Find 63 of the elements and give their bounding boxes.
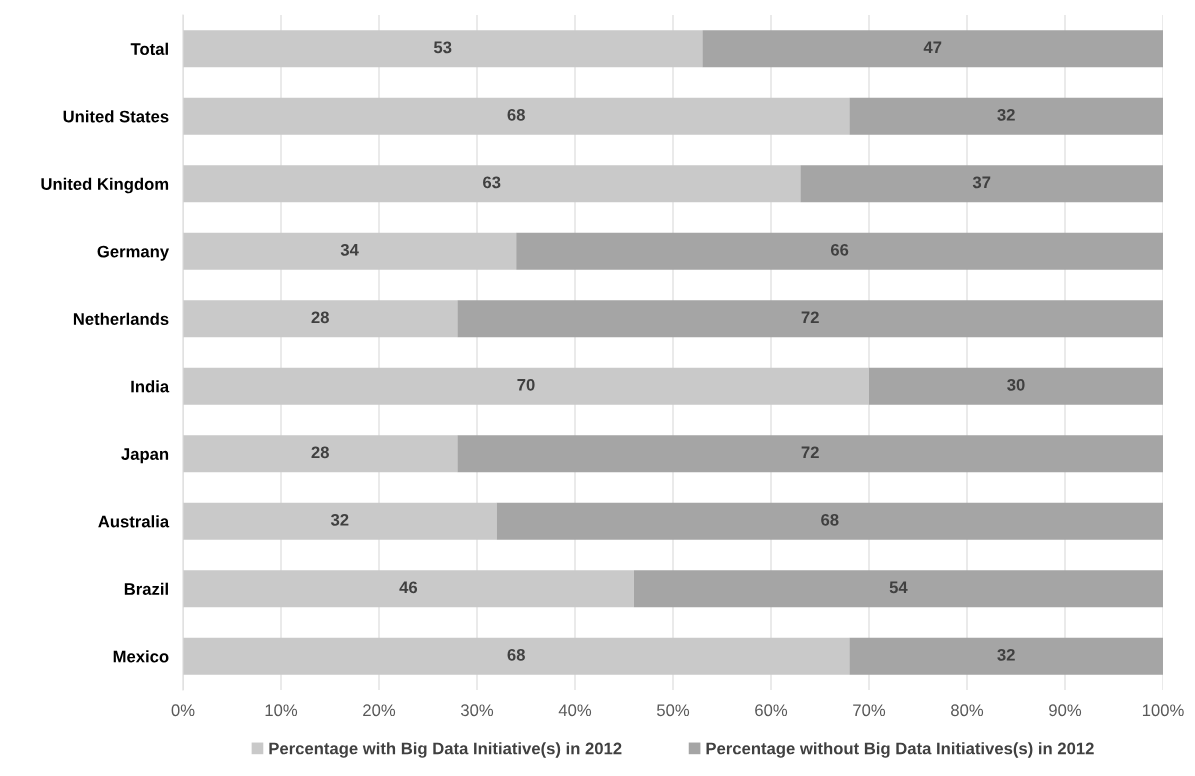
data-label: 72 <box>801 311 819 324</box>
bar <box>183 30 703 68</box>
bar <box>849 637 1163 675</box>
bar <box>183 232 517 270</box>
data-label: 72 <box>801 446 819 459</box>
data-label: 70 <box>517 378 535 391</box>
data-label: 53 <box>433 41 452 54</box>
legend-label: Percentage without Big Data Initiatives(s) in 2012 <box>706 742 1094 758</box>
data-label: 63 <box>483 176 501 189</box>
x-tick-label: 90% <box>1049 704 1082 717</box>
data-label: 30 <box>1007 378 1025 391</box>
bar <box>516 232 1163 270</box>
data-label: 68 <box>821 513 839 526</box>
bar <box>183 165 801 203</box>
legend-label: Percentage with Big Data Initiative(s) in 2012 <box>269 742 622 758</box>
y-tick-label: United Kingdom <box>41 177 169 194</box>
x-tick-label: 70% <box>853 704 886 717</box>
bar <box>849 97 1163 135</box>
bar <box>183 502 497 540</box>
y-tick-label: Mexico <box>113 650 169 663</box>
bar <box>183 300 458 338</box>
bar <box>183 367 869 405</box>
data-label: 34 <box>340 243 359 256</box>
bar <box>183 570 634 608</box>
y-tick-label: United States <box>63 110 169 123</box>
x-tick-label: 20% <box>363 704 396 717</box>
data-label: 28 <box>311 311 329 324</box>
data-label: 68 <box>507 108 525 121</box>
data-label: 47 <box>923 41 942 54</box>
bar <box>496 502 1163 540</box>
x-tick-label: 40% <box>558 704 592 717</box>
x-tick-label: 50% <box>656 704 690 717</box>
bar <box>183 97 850 135</box>
y-tick-label: Total <box>130 42 168 55</box>
bar <box>457 435 1163 473</box>
data-label: 37 <box>972 176 991 189</box>
bar <box>702 30 1163 68</box>
y-tick-label: Australia <box>98 515 170 528</box>
bar <box>457 300 1163 338</box>
y-tick-label: Brazil <box>124 582 168 595</box>
y-tick-label: Netherlands <box>73 312 169 325</box>
x-tick-label: 100% <box>1142 704 1184 717</box>
data-label: 46 <box>399 581 418 594</box>
y-tick-label: India <box>131 380 170 393</box>
y-tick-label: Japan <box>121 448 169 464</box>
x-tick-label: 80% <box>951 704 984 717</box>
bar <box>183 435 458 473</box>
y-tick-label: Germany <box>97 245 170 261</box>
data-label: 32 <box>997 108 1015 121</box>
bar <box>800 165 1163 203</box>
x-tick-label: 30% <box>460 704 494 717</box>
x-tick-label: 10% <box>265 704 298 717</box>
x-tick-label: 0% <box>171 704 195 717</box>
data-label: 28 <box>311 446 329 459</box>
data-label: 54 <box>889 581 908 594</box>
data-label: 32 <box>330 513 349 526</box>
bar <box>633 570 1163 608</box>
x-tick-label: 60% <box>755 704 788 717</box>
data-label: 66 <box>830 243 849 256</box>
data-label: 32 <box>997 648 1015 661</box>
bar <box>869 367 1163 405</box>
data-label: 68 <box>507 648 525 661</box>
bar <box>183 637 850 675</box>
